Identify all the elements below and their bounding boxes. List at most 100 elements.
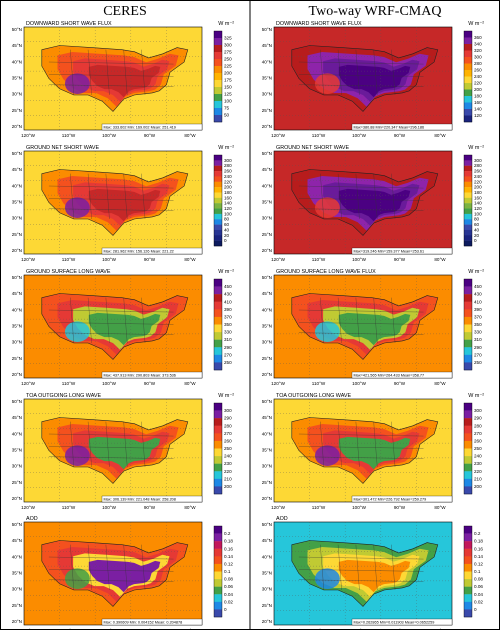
map-panel-aod-wrf-cmaq: AOD Max=0.262865 Min=0.011903 Mean=0.0652… [262, 516, 484, 630]
colorbar-label: 120 [474, 206, 482, 211]
colorbar-swatch [214, 403, 222, 411]
colorbar-swatch [214, 347, 222, 356]
map-panel-gnsw-wrf-cmaq: GROUND NET SHORT WAVE W m⁻² Max=319.246 Mi… [262, 145, 484, 262]
colorbar-swatch [214, 176, 222, 182]
lat-tick-label: 35°N [12, 200, 22, 205]
colorbar-label: 220 [224, 469, 232, 474]
colorbar-label: 270 [224, 352, 232, 357]
lat-tick-label: 25°N [262, 603, 272, 608]
colorbar-label: 200 [224, 185, 232, 190]
colorbar-label: 230 [224, 461, 232, 466]
column-title-wrf-cmaq: Two-way WRF-CMAQ [309, 4, 442, 19]
colorbar-swatch [464, 418, 472, 426]
field-contour [88, 188, 161, 222]
colorbar-swatch [214, 418, 222, 426]
colorbar-swatch [464, 448, 472, 457]
lat-tick-label: 25°N [262, 356, 272, 361]
lat-tick-label: 25°N [262, 108, 272, 113]
colorbar-label: 270 [224, 431, 232, 436]
lat-tick-label: 40°N [262, 59, 272, 64]
map-panel-gnsw-ceres: GROUND NET SHORT WAVE W m⁻² Max: 281.962 M… [12, 145, 234, 262]
lon-tick-label: 80°W [434, 381, 446, 386]
lat-tick-label: 40°N [12, 554, 22, 559]
lon-tick-label: 120°W [271, 628, 286, 630]
lon-tick-label: 110°W [62, 381, 76, 386]
colorbar-label: 140 [474, 201, 482, 206]
colorbar-swatch [464, 332, 472, 340]
colorbar-swatch [464, 102, 472, 110]
colorbar-swatch [464, 425, 472, 434]
colorbar-swatch [214, 108, 222, 116]
colorbar-swatch [464, 309, 472, 318]
colorbar-swatch [464, 579, 472, 587]
colorbar-label: 100 [224, 211, 232, 216]
colorbar-label: 340 [474, 42, 482, 47]
field-feature [314, 445, 340, 466]
panel-stats: Max=421.565 Min=264.433 Mean=358.77 [354, 374, 425, 378]
lat-tick-label: 40°N [12, 59, 22, 64]
colorbar-swatch [214, 324, 222, 333]
country-outline [291, 45, 439, 112]
colorbar-label: 160 [474, 100, 482, 105]
colorbar-swatch [214, 165, 222, 172]
panel-units: W m⁻² [468, 21, 484, 27]
colorbar-swatch [464, 31, 472, 38]
lat-tick-label: 50°N [262, 275, 272, 280]
lat-tick-label: 30°N [12, 340, 22, 345]
field-contour [338, 312, 411, 346]
colorbar-swatch [464, 213, 472, 220]
colorbar-label: 390 [474, 307, 482, 312]
colorbar-swatch [214, 362, 222, 371]
panel-title: GROUND NET SHORT WAVE [276, 145, 349, 151]
field-feature [64, 73, 90, 94]
lat-tick-label: 45°N [12, 167, 22, 172]
panel-stats: Max: 333.602 Min: 169.002 Mean: 251.419 [104, 126, 176, 130]
colorbar-swatch [464, 362, 472, 371]
panel-stats: Max: 306.139 Min: 221.048 Mean: 258.208 [104, 498, 176, 502]
colorbar-swatch [214, 309, 222, 318]
colorbar-swatch [214, 192, 222, 199]
colorbar-label: 0.1 [474, 569, 481, 574]
lon-tick-label: 80°W [434, 133, 446, 138]
colorbar-swatch [214, 533, 222, 542]
field-contour [338, 188, 411, 222]
lon-tick-label: 80°W [184, 505, 196, 510]
lon-tick-label: 90°W [394, 505, 406, 510]
lat-tick-label: 30°N [262, 216, 272, 221]
colorbar-swatch [464, 70, 472, 77]
colorbar: 300 290 280 270 260 250 240 230 220 210 200 [463, 402, 482, 495]
colorbar-label: 140 [224, 201, 232, 206]
colorbar-swatch [214, 229, 222, 236]
lon-tick-label: 120°W [21, 505, 36, 510]
lat-tick-label: 20°N [12, 248, 22, 253]
colorbar-label: 40 [474, 227, 480, 232]
colorbar-label: 300 [224, 43, 232, 48]
lon-tick-label: 90°W [394, 628, 406, 630]
colorbar-swatch [464, 478, 472, 487]
field-feature [314, 568, 340, 589]
panel-stats: Max: 0.390609 Min: 0.004152 Mean: 0.2048… [104, 621, 183, 625]
colorbar-swatch [464, 316, 472, 325]
lat-tick-label: 20°N [12, 496, 22, 501]
country-outline [41, 417, 189, 484]
panel-title: GROUND SURFACE LONG WAVE [26, 269, 111, 275]
colorbar-label: 300 [224, 408, 232, 413]
lat-tick-label: 20°N [262, 619, 272, 624]
colorbar-swatch [214, 208, 222, 215]
colorbar-label: 0.02 [224, 599, 233, 604]
colorbar-swatch [214, 294, 222, 302]
colorbar-swatch [464, 171, 472, 177]
colorbar-swatch [464, 187, 472, 193]
field-contour [338, 64, 411, 98]
panel-stats: Max=319.246 Min=159.377 Mean=253.61 [354, 250, 425, 254]
colorbar-swatch [464, 83, 472, 90]
lon-tick-label: 90°W [144, 381, 156, 386]
lat-tick-label: 20°N [262, 124, 272, 129]
lat-tick-label: 30°N [12, 587, 22, 592]
lat-tick-label: 20°N [262, 496, 272, 501]
lat-tick-label: 20°N [262, 248, 272, 253]
colorbar-label: 80 [474, 217, 480, 222]
colorbar-label: 50 [224, 113, 230, 118]
colorbar-label: 330 [224, 330, 232, 335]
lon-tick-label: 80°W [184, 381, 196, 386]
